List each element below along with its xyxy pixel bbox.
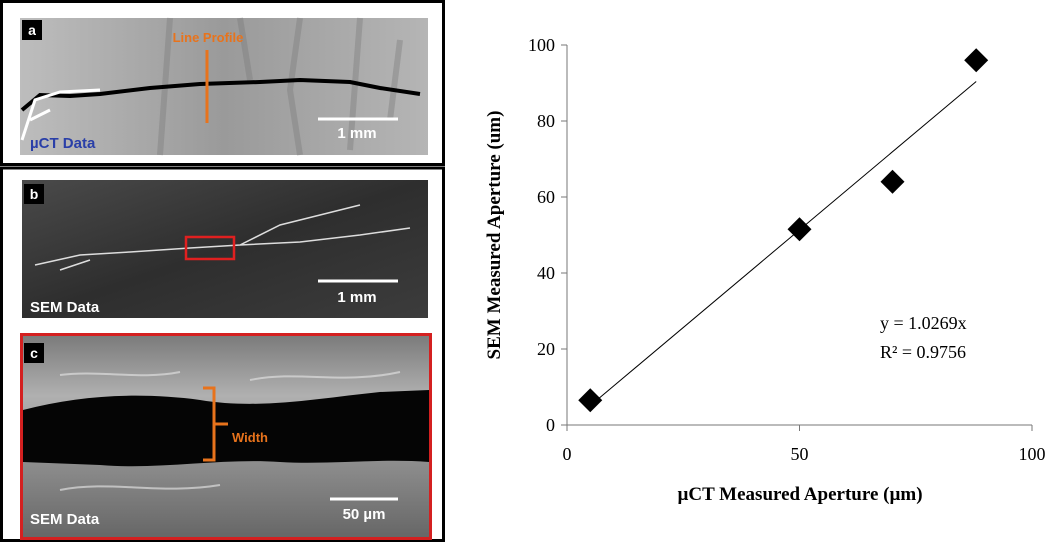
x-tick-label: 0 [563, 444, 572, 464]
y-tick-label: 60 [537, 187, 555, 207]
y-tick-label: 80 [537, 111, 555, 131]
y-tick-label: 40 [537, 263, 555, 283]
point [881, 170, 905, 194]
panel-c: Width c SEM Data 50 µm [22, 335, 431, 539]
panel-a: Line Profile a µCT Data 1 mm [2, 2, 444, 165]
panel-label: b [30, 186, 39, 202]
caption: SEM Data [30, 511, 100, 528]
x-tick-label: 100 [1019, 444, 1046, 464]
caption: µCT Data [30, 135, 96, 152]
scale-label: 50 µm [343, 506, 386, 523]
panel-label: a [28, 22, 36, 38]
point [788, 217, 812, 241]
chart: µCT Measured Aperture (µm) SEM Measured … [484, 35, 1046, 505]
point [964, 48, 988, 72]
y-tick-label: 100 [528, 35, 555, 55]
scale-label: 1 mm [337, 289, 376, 306]
x-axis-title: µCT Measured Aperture (µm) [677, 484, 922, 505]
y-axis-title: SEM Measured Aperture (um) [484, 111, 505, 360]
y-tick-label: 0 [546, 415, 555, 435]
point [578, 388, 602, 412]
annotation: Width [232, 430, 268, 445]
panel-b: b SEM Data 1 mm [22, 180, 428, 318]
figure: Line Profile a µCT Data 1 mm b SEM Data … [0, 0, 1057, 542]
r-squared: R² = 0.9756 [880, 342, 966, 362]
panel-label: c [30, 345, 38, 361]
equation: y = 1.0269x [880, 313, 967, 333]
y-tick-label: 20 [537, 339, 555, 359]
scale-label: 1 mm [337, 125, 376, 142]
x-tick-label: 50 [791, 444, 809, 464]
caption: SEM Data [30, 299, 100, 316]
annotation: Line Profile [173, 30, 244, 45]
